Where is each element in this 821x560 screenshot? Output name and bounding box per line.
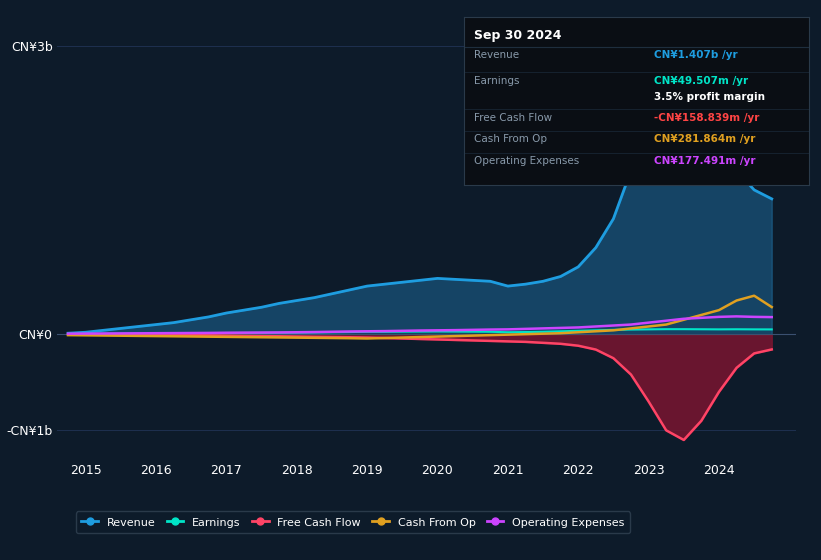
- Text: Earnings: Earnings: [475, 76, 520, 86]
- Text: Cash From Op: Cash From Op: [475, 134, 548, 144]
- Text: CN¥49.507m /yr: CN¥49.507m /yr: [654, 76, 748, 86]
- Text: Sep 30 2024: Sep 30 2024: [475, 29, 562, 41]
- Text: CN¥177.491m /yr: CN¥177.491m /yr: [654, 156, 755, 166]
- Text: CN¥281.864m /yr: CN¥281.864m /yr: [654, 134, 754, 144]
- Text: Free Cash Flow: Free Cash Flow: [475, 113, 553, 123]
- Text: 3.5% profit margin: 3.5% profit margin: [654, 92, 764, 102]
- Legend: Revenue, Earnings, Free Cash Flow, Cash From Op, Operating Expenses: Revenue, Earnings, Free Cash Flow, Cash …: [76, 511, 631, 533]
- Text: CN¥1.407b /yr: CN¥1.407b /yr: [654, 50, 737, 60]
- Text: Operating Expenses: Operating Expenses: [475, 156, 580, 166]
- Text: -CN¥158.839m /yr: -CN¥158.839m /yr: [654, 113, 759, 123]
- Text: Revenue: Revenue: [475, 50, 520, 60]
